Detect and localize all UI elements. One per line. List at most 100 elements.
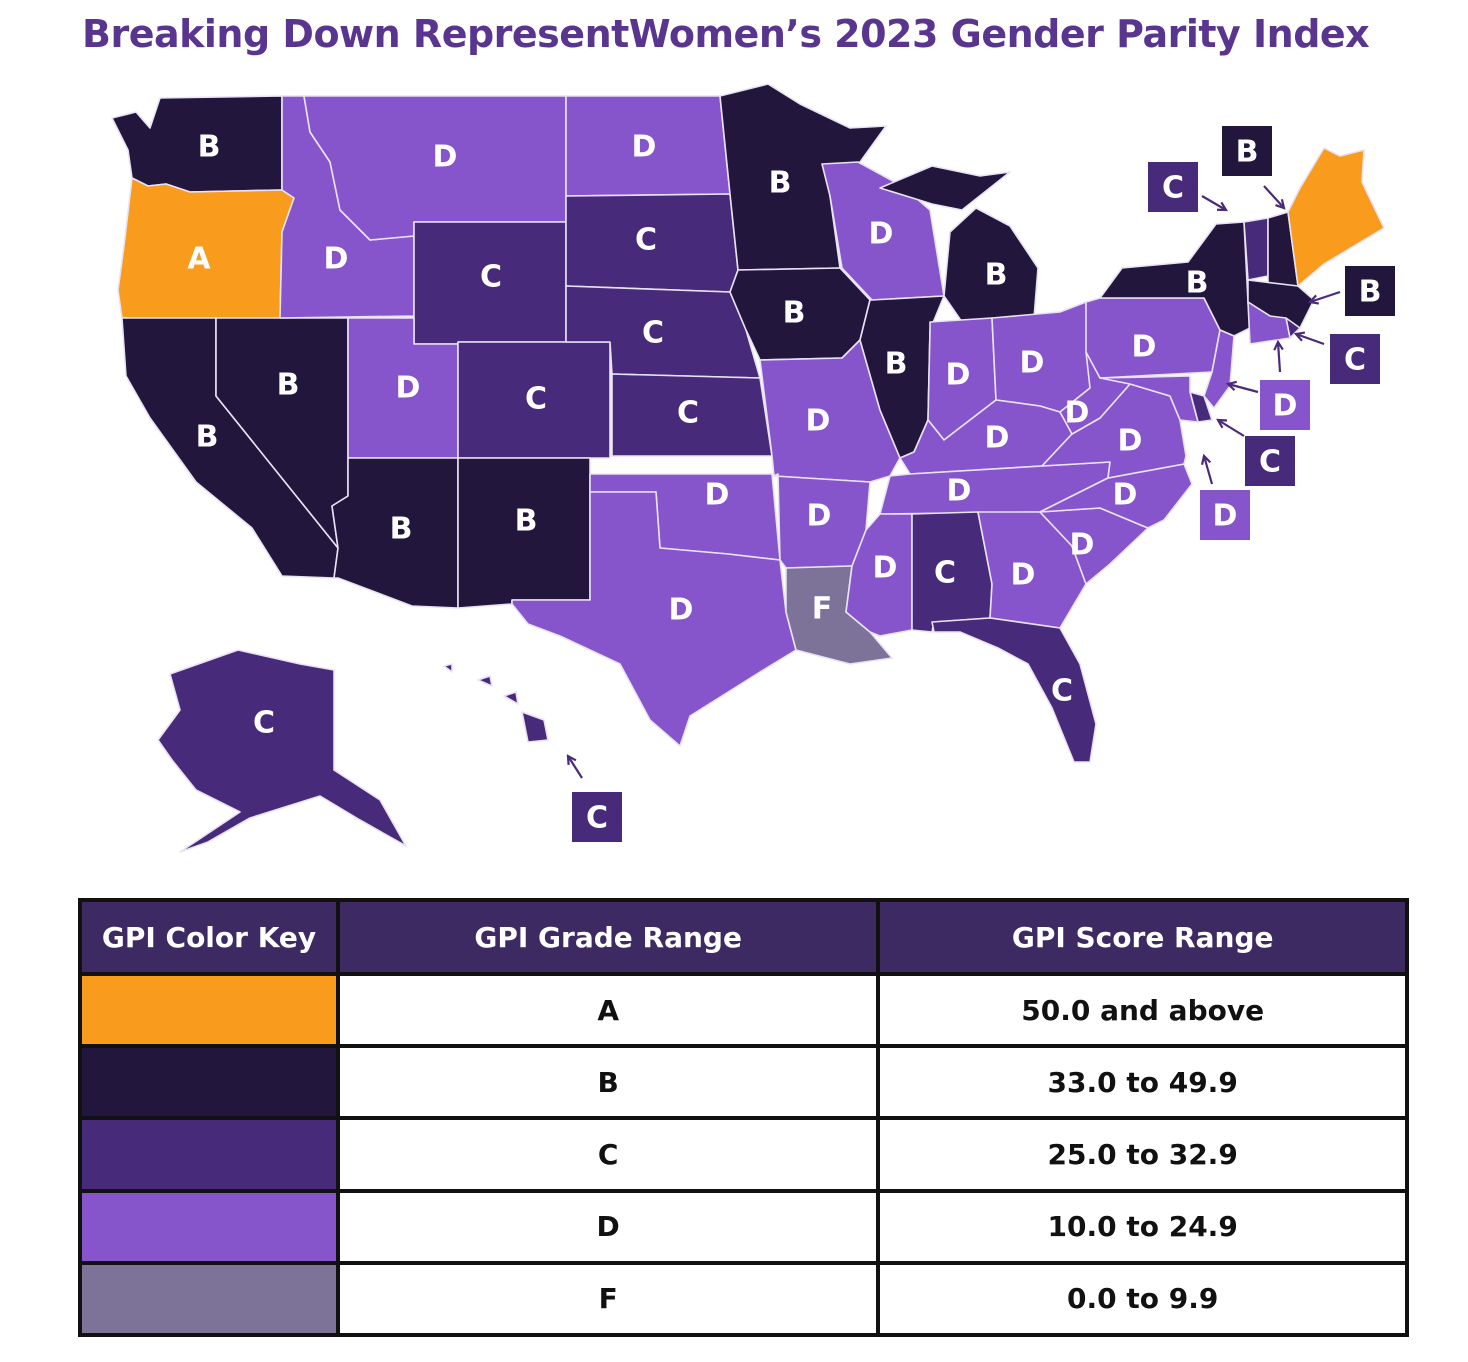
grade-label-nd: D [632, 130, 657, 165]
grade-label-id: D [324, 242, 349, 277]
grade-label-co: C [525, 382, 547, 417]
callout-arrowhead-md [1200, 453, 1212, 466]
state-hi [443, 663, 549, 743]
grade-label-az: B [390, 512, 413, 547]
state-md [1099, 375, 1199, 423]
legend-row-d: D 10.0 to 24.9 [78, 1188, 1409, 1265]
callout-arrowhead-ri [1293, 331, 1306, 342]
callout-arrowhead-nj [1225, 380, 1238, 392]
callout-arrowhead-ma [1307, 294, 1320, 305]
callout-box-de [1245, 436, 1295, 486]
legend-grade-f: F [335, 1260, 881, 1338]
grade-label-tx: D [669, 593, 694, 628]
callout-box-nh [1222, 126, 1272, 176]
legend-row-c: C 25.0 to 32.9 [78, 1116, 1409, 1193]
callout-label-md: D [1213, 499, 1238, 534]
callout-arrow-nj [1227, 382, 1259, 394]
grade-label-wy: C [480, 260, 502, 295]
legend-grade-a: A [335, 971, 881, 1049]
legend-grade-d: D [335, 1188, 881, 1265]
grade-label-il: B [885, 347, 908, 382]
legend-score-c: 25.0 to 32.9 [876, 1116, 1409, 1193]
callout-arrow-nh [1263, 185, 1285, 209]
grade-label-ok: D [705, 478, 730, 513]
map-title: Breaking Down RepresentWomen’s 2023 Gend… [82, 12, 1370, 56]
legend-swatch-a [78, 971, 340, 1049]
callout-arrow-hi [567, 755, 583, 779]
grade-label-al: C [934, 556, 956, 591]
legend-swatch-b [78, 1044, 340, 1121]
state-ms [845, 513, 913, 637]
callout-box-ma [1345, 266, 1395, 316]
grade-label-ks: C [677, 396, 699, 431]
grade-label-pa: D [1132, 330, 1157, 365]
callout-box-md [1200, 490, 1250, 540]
grade-label-ar: D [807, 499, 832, 534]
grade-label-nm: B [515, 504, 538, 539]
grade-label-ut: D [396, 371, 421, 406]
callout-arrow-de [1217, 419, 1245, 437]
grade-label-ms: D [873, 551, 898, 586]
callout-arrowhead-hi [566, 754, 577, 766]
state-mo [759, 339, 901, 483]
grade-label-nc: D [1113, 478, 1138, 513]
callout-arrow-vt [1201, 195, 1227, 211]
grade-label-mi: B [985, 258, 1008, 293]
state-nc [1039, 463, 1193, 529]
legend-header-row: GPI Color Key GPI Grade Range GPI Score … [78, 898, 1409, 976]
grade-label-wv: D [1065, 396, 1090, 431]
state-tx [511, 491, 797, 747]
grade-label-va: D [1118, 424, 1143, 459]
legend-swatch-f [78, 1260, 340, 1338]
callout-label-de: C [1259, 445, 1281, 480]
callout-arrowhead-nh [1275, 198, 1286, 210]
legend-header-color-key: GPI Color Key [78, 898, 340, 976]
legend-score-d: 10.0 to 24.9 [876, 1188, 1409, 1265]
callout-label-hi: C [586, 801, 608, 836]
callout-arrow-ri [1295, 332, 1325, 346]
legend-header-grade-range: GPI Grade Range [335, 898, 881, 976]
grade-label-sc: D [1070, 528, 1095, 563]
legend-swatch-d [78, 1188, 340, 1265]
callout-label-nh: B [1236, 135, 1259, 170]
callout-arrowhead-ct [1273, 339, 1284, 351]
callout-arrowhead-vt [1216, 201, 1228, 212]
callout-box-vt [1148, 162, 1198, 212]
legend-score-b: 33.0 to 49.9 [876, 1044, 1409, 1121]
grade-label-tn: D [947, 474, 972, 509]
grade-label-fl: C [1051, 674, 1073, 709]
grade-label-mo: D [806, 404, 831, 439]
grade-label-in: D [946, 358, 971, 393]
grade-label-mn: B [769, 166, 792, 201]
state-co [457, 341, 611, 459]
grade-label-ne: C [642, 316, 664, 351]
grade-label-or: A [187, 242, 211, 277]
grade-label-wa: B [198, 130, 221, 165]
state-vt [1243, 217, 1269, 281]
callout-label-vt: C [1162, 171, 1184, 206]
callout-arrow-ma [1309, 290, 1341, 304]
legend-swatch-c [78, 1116, 340, 1193]
legend-header-score-range: GPI Score Range [876, 898, 1409, 976]
callout-label-ct: D [1273, 389, 1298, 424]
callout-label-ma: B [1359, 275, 1382, 310]
callout-arrow-md [1202, 455, 1214, 485]
grade-label-ak: C [253, 706, 275, 741]
callout-arrowhead-de [1216, 418, 1228, 429]
legend-score-a: 50.0 and above [876, 971, 1409, 1049]
legend-grade-c: C [335, 1116, 881, 1193]
legend-row-a: A 50.0 and above [78, 971, 1409, 1049]
grade-label-oh: D [1020, 346, 1045, 381]
callout-box-ct [1260, 380, 1310, 430]
grade-label-wi: D [869, 217, 894, 252]
grade-label-ga: D [1011, 558, 1036, 593]
grade-label-ny: B [1186, 266, 1209, 301]
legend-row-f: F 0.0 to 9.9 [78, 1260, 1409, 1338]
legend-row-b: B 33.0 to 49.9 [78, 1044, 1409, 1121]
callout-arrow-ct [1276, 341, 1282, 373]
state-fl [931, 617, 1097, 763]
grade-label-ky: D [985, 421, 1010, 456]
state-me [1287, 147, 1385, 287]
grade-label-mt: D [433, 140, 458, 175]
